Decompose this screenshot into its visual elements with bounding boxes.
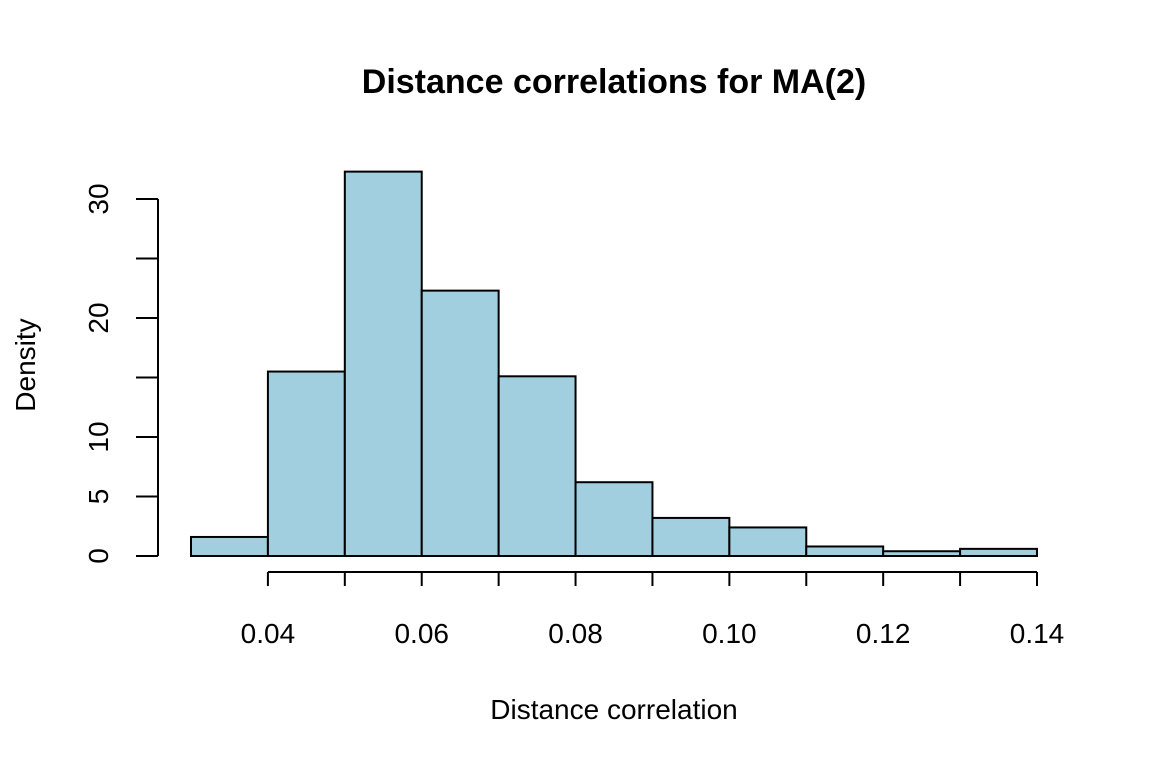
histogram-bar-8	[805, 545, 885, 557]
x-tick-label-2: 0.08	[548, 618, 603, 649]
y-tick-label-2: 10	[83, 421, 114, 452]
y-tick-label-1: 5	[83, 489, 114, 505]
x-tick-label-0: 0.04	[241, 618, 296, 649]
x-axis: 0.04 0.06 0.08 0.10 0.12 0.14	[241, 571, 1065, 649]
chart-title: Distance correlations for MA(2)	[362, 63, 866, 101]
histogram-bar-0	[190, 535, 269, 558]
histogram-bar-5	[574, 481, 654, 557]
histogram-bar-10	[959, 547, 1038, 557]
histogram-bars	[190, 170, 1038, 558]
histogram-bar-1	[266, 370, 346, 557]
x-axis-label: Distance correlation	[490, 694, 737, 725]
histogram-bar-6	[651, 516, 731, 557]
histogram-bar-9	[882, 550, 962, 557]
histogram-bar-4	[497, 375, 577, 557]
x-tick-label-5: 0.14	[1010, 618, 1065, 649]
y-tick-label-0: 0	[83, 548, 114, 564]
histogram-bar-7	[728, 526, 808, 558]
x-tick-label-3: 0.10	[702, 618, 757, 649]
y-axis-label: Density	[10, 318, 41, 411]
histogram-bar-2	[343, 170, 423, 557]
y-tick-label-6: 30	[83, 183, 114, 214]
histogram-bar-3	[420, 289, 500, 557]
x-tick-label-1: 0.06	[394, 618, 449, 649]
y-tick-label-4: 20	[83, 302, 114, 333]
y-axis: 0 5 10 20 30	[83, 183, 159, 564]
x-tick-label-4: 0.12	[856, 618, 911, 649]
